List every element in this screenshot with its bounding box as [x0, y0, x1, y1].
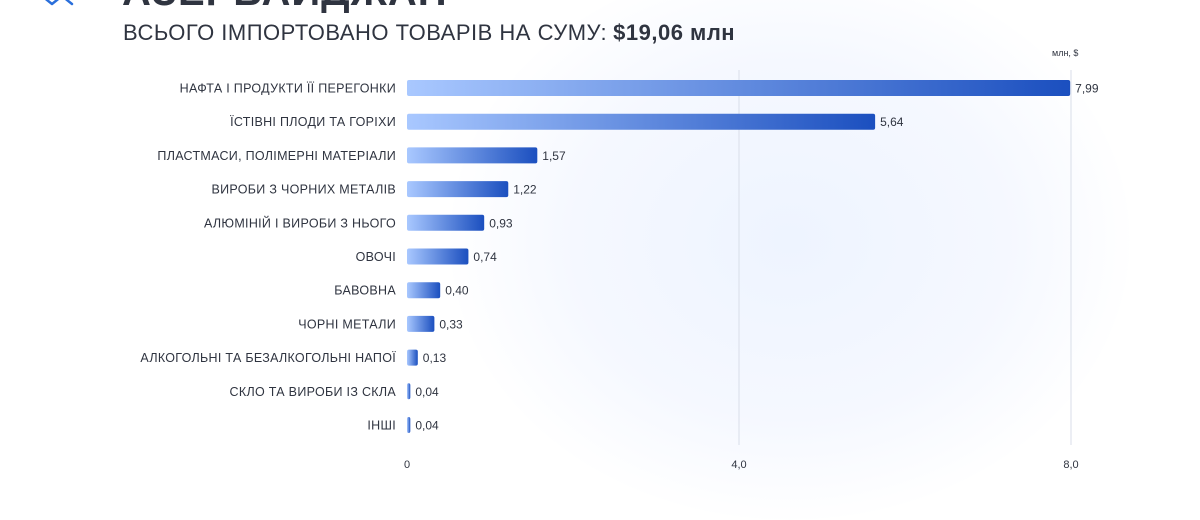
- subtitle-text: ВСЬОГО ІМПОРТОВАНО ТОВАРІВ НА СУМУ:: [123, 20, 608, 45]
- bar-value-label: 0,04: [415, 419, 439, 433]
- bar: [407, 248, 469, 265]
- bar-value-label: 0,13: [423, 351, 447, 365]
- bar: [407, 349, 418, 366]
- bar: [407, 214, 485, 231]
- chart-subtitle: ВСЬОГО ІМПОРТОВАНО ТОВАРІВ НА СУМУ: $19,0…: [123, 20, 735, 46]
- category-label: ЇСТІВНІ ПЛОДИ ТА ГОРІХИ: [230, 115, 396, 129]
- bar-value-label: 0,74: [473, 250, 497, 264]
- x-tick-label: 0: [404, 459, 410, 471]
- category-label: ВИРОБИ З ЧОРНИХ МЕТАЛІВ: [212, 183, 397, 197]
- x-tick-label: 4,0: [731, 459, 746, 471]
- bar: [407, 383, 411, 400]
- category-label: ПЛАСТМАСИ, ПОЛІМЕРНІ МАТЕРІАЛИ: [157, 149, 396, 163]
- bar: [407, 113, 876, 130]
- bar-value-label: 0,40: [445, 284, 469, 298]
- x-tick-label: 8,0: [1063, 459, 1078, 471]
- bar-value-label: 0,93: [489, 216, 513, 230]
- bar-value-label: 1,22: [513, 183, 537, 197]
- bar: [407, 315, 435, 332]
- category-label: АЛКОГОЛЬНІ ТА БЕЗАЛКОГОЛЬНІ НАПОЇ: [140, 351, 396, 365]
- bar: [407, 417, 411, 433]
- country-title: АЗЕРБАЙДЖАН: [122, 0, 448, 15]
- bar: [407, 147, 538, 164]
- bar-chart: 0 4,0 8,0 НАФТА І ПРОДУКТИ ЇЇ ПЕРЕГОНКИ 7,9…: [140, 70, 1099, 471]
- bar-value-label: 5,64: [880, 115, 904, 129]
- bar: [407, 181, 509, 198]
- bar-value-label: 7,99: [1075, 82, 1099, 96]
- category-label: АЛЮМІНІЙ І ВИРОБИ З НЬОГО: [204, 215, 396, 230]
- subtitle-total: $19,06 млн: [613, 20, 736, 45]
- category-label: НАФТА І ПРОДУКТИ ЇЇ ПЕРЕГОНКИ: [180, 82, 396, 96]
- category-label: ЧОРНІ МЕТАЛИ: [298, 317, 396, 331]
- bar: [407, 282, 441, 299]
- bar-value-label: 0,04: [415, 385, 439, 399]
- category-label: СКЛО ТА ВИРОБИ ІЗ СКЛА: [230, 385, 397, 399]
- category-label: ОВОЧІ: [356, 250, 396, 264]
- bar-value-label: 0,33: [439, 317, 463, 331]
- category-label: ІНШІ: [367, 419, 396, 433]
- category-label: БАВОВНА: [334, 284, 396, 298]
- bar: [407, 80, 1071, 96]
- unit-label: млн, $: [1052, 48, 1079, 58]
- bar-value-label: 1,57: [542, 149, 566, 163]
